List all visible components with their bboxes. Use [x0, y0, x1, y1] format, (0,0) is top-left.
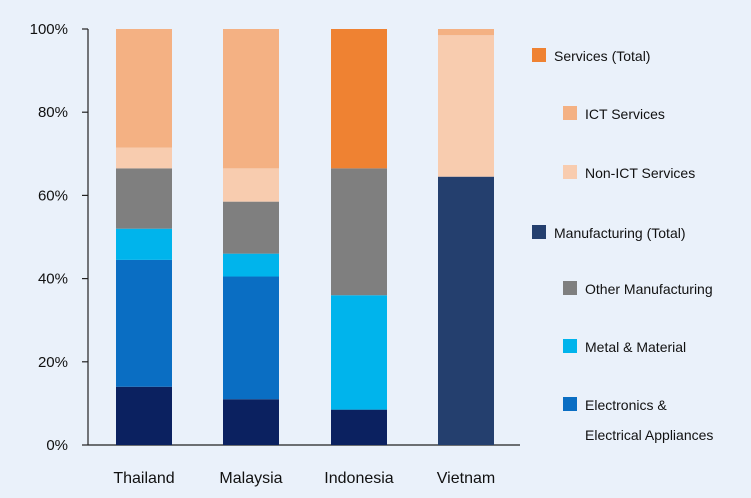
legend-label: Manufacturing (Total): [554, 225, 686, 241]
bar-segment: [331, 409, 387, 445]
bar-segment: [331, 168, 387, 296]
x-tick-label: Indonesia: [324, 470, 393, 487]
x-tick-label: Vietnam: [437, 470, 495, 487]
y-tick-label: 40%: [38, 271, 68, 288]
bar-segment: [116, 168, 172, 229]
bar-segment: [331, 295, 387, 410]
bar-segment: [223, 399, 279, 445]
bar-segment: [331, 29, 387, 169]
legend-swatch: [563, 165, 577, 179]
y-tick-label: 0%: [46, 437, 68, 454]
legend-label-line: Electrical Appliances: [585, 427, 713, 443]
bar-segment: [223, 29, 279, 169]
legend-swatch: [532, 48, 546, 62]
bar-segment: [116, 29, 172, 148]
bar-segment: [116, 228, 172, 260]
bar-segment: [438, 35, 494, 177]
bar-segment: [223, 201, 279, 254]
legend-swatch: [563, 339, 577, 353]
legend-swatch: [563, 397, 577, 411]
legend-label: Other Manufacturing: [585, 281, 713, 297]
bar-segment: [223, 276, 279, 400]
bar-segment: [116, 259, 172, 387]
legend-label: Metal & Material: [585, 339, 686, 355]
legend-label: Services (Total): [554, 48, 650, 64]
bar-segment: [223, 168, 279, 202]
legend-swatch: [563, 106, 577, 120]
x-tick-label: Thailand: [113, 470, 174, 487]
y-tick-label: 60%: [38, 187, 68, 204]
legend-label: ICT Services: [585, 106, 665, 122]
y-tick-label: 20%: [38, 354, 68, 371]
bar-segment: [116, 386, 172, 445]
y-tick-label: 100%: [30, 21, 68, 38]
bar-segment: [438, 29, 494, 36]
legend-label-line: Electronics &: [585, 397, 667, 413]
legend-swatch: [532, 225, 546, 239]
x-tick-label: Malaysia: [219, 470, 282, 487]
bar-segment: [438, 176, 494, 445]
legend-swatch: [563, 281, 577, 295]
bar-segment: [116, 147, 172, 169]
legend-label: Non-ICT Services: [585, 165, 695, 181]
y-tick-label: 80%: [38, 104, 68, 121]
bar-segment: [223, 253, 279, 277]
